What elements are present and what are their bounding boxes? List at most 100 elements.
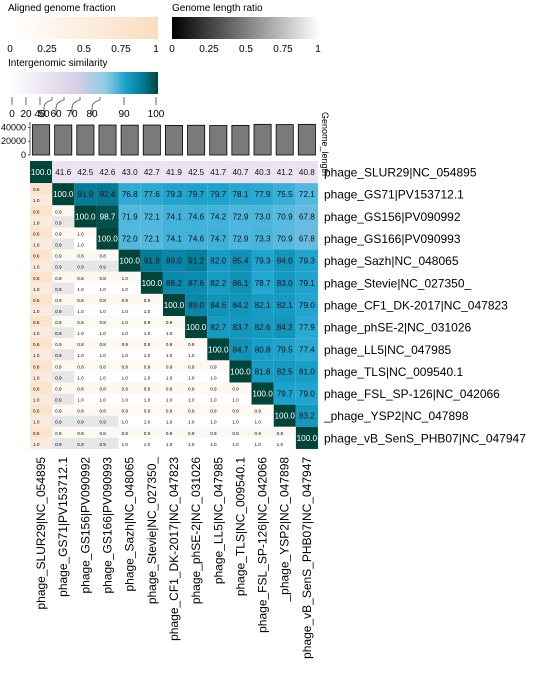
similarity-value: 98.7 — [100, 212, 116, 221]
aligned-fraction-value: 0.9 — [210, 409, 217, 414]
aligned-fraction-value: 0.9 — [122, 364, 129, 369]
similarity-value: 72.9 — [232, 235, 248, 244]
aligned-fraction-value: 0.6 — [33, 364, 40, 369]
similarity-value: 91.8 — [144, 257, 160, 266]
row-label: phage_phSE-2|NC_031026 — [324, 321, 472, 335]
column-label: phage_GS156|PV090992 — [78, 457, 92, 594]
similarity-cell — [162, 227, 186, 250]
aligned-fraction-value: 0.6 — [33, 431, 40, 436]
similarity-cell — [251, 293, 274, 317]
similarity-value: 73.0 — [255, 212, 271, 221]
length-ratio-value: 1.0 — [232, 398, 239, 403]
aligned-fraction-cell — [74, 293, 97, 305]
similarity-value: 67.8 — [299, 235, 315, 244]
similarity-tick-5: 70 — [66, 109, 78, 120]
similarity-cell — [207, 183, 230, 206]
similarity-value: 79.7 — [277, 390, 293, 399]
aligned-fraction-value: 0.6 — [33, 298, 40, 303]
similarity-value: 41.9 — [166, 168, 182, 177]
length-ratio-value: 1.0 — [188, 420, 195, 425]
aligned-fraction-value: 0.9 — [144, 320, 151, 325]
length-ratio-cell — [52, 238, 75, 250]
aligned-fraction-value: 0.6 — [33, 342, 40, 347]
similarity-cell — [118, 249, 141, 272]
aligned-fraction-value: 0.8 — [77, 276, 84, 281]
aligned-fraction-value: 0.9 — [188, 342, 195, 347]
aligned-fraction-cell — [229, 382, 252, 394]
length-ratio-value: 1.0 — [144, 420, 151, 425]
aligned-fraction-value: 0.9 — [122, 342, 129, 347]
aligned-fraction-value: 0.9 — [144, 431, 151, 436]
length-ratio-cell — [162, 393, 186, 405]
length-tick-0: 0 — [169, 44, 175, 55]
length-ratio-value: 1.0 — [166, 398, 173, 403]
similarity-value: 82.1 — [277, 301, 293, 310]
aligned-fraction-value: 0.8 — [99, 254, 106, 259]
length-ratio-cell — [229, 415, 252, 427]
length-ratio-value: 0.9 — [55, 331, 62, 336]
aligned-fraction-value: 0.9 — [55, 431, 62, 436]
aligned-fraction-value: 0.8 — [77, 409, 84, 414]
length-ratio-cell — [74, 282, 97, 294]
length-ratio-value: 1.0 — [144, 309, 151, 314]
column-label: phage_SLUR29|NC_054895 — [34, 457, 48, 610]
length-ratio-value: 1.0 — [99, 375, 106, 380]
similarity-value: 77.9 — [299, 323, 315, 332]
similarity-cell — [229, 205, 252, 228]
aligned-fraction-value: 0.9 — [55, 387, 62, 392]
similarity-cell — [207, 161, 230, 184]
similarity-value: 74.1 — [166, 212, 182, 221]
aligned-fraction-cell — [96, 316, 119, 328]
row-label: phage_Sazh|NC_048065 — [324, 254, 459, 268]
similarity-cell — [162, 249, 186, 272]
length-ratio-value: 1.0 — [77, 309, 84, 314]
similarity-value: 100.0 — [119, 257, 140, 266]
aligned-fraction-value: 0.6 — [33, 254, 40, 259]
aligned-fraction-value: 0.8 — [99, 364, 106, 369]
genome-length-axis-label: Genome_length — [320, 112, 330, 176]
aligned-fraction-value: 0.8 — [99, 409, 106, 414]
aligned-fraction-value: 0.9 — [166, 431, 173, 436]
aligned-fraction-value: 0.9 — [122, 409, 129, 414]
length-ratio-value: 1.0 — [33, 375, 40, 380]
similarity-cell — [74, 161, 97, 184]
similarity-cell — [185, 249, 208, 272]
similarity-cell — [162, 271, 186, 294]
similarity-value: 100.0 — [208, 345, 229, 354]
aligned-fraction-value: 0.9 — [55, 276, 62, 281]
aligned-fraction-value: 0.6 — [33, 187, 40, 192]
length-ratio-value: 1.0 — [166, 353, 173, 358]
length-ratio-value: 0.9 — [55, 398, 62, 403]
column-label: phage_phSE-2|NC_031026 — [189, 457, 203, 605]
aligned-fraction-cell — [207, 360, 230, 372]
similarity-tick-0: 0 — [9, 109, 15, 120]
length-ratio-cell — [30, 194, 53, 206]
similarity-cell — [295, 338, 318, 361]
genome-length-bar — [142, 124, 161, 156]
similarity-cell — [207, 316, 230, 339]
length-ratio-value: 0.9 — [77, 265, 84, 270]
aligned-fraction-value: 0.9 — [144, 409, 151, 414]
aligned-fraction-cell — [30, 338, 53, 350]
similarity-value: 74.1 — [166, 235, 182, 244]
aligned-fraction-value: 0.9 — [144, 298, 151, 303]
aligned-fraction-value: 0.9 — [166, 364, 173, 369]
similarity-value: 100.0 — [230, 367, 251, 376]
similarity-tick-mark-3 — [43, 97, 53, 115]
similarity-value: 75.5 — [277, 190, 293, 199]
length-ratio-value: 1.0 — [33, 442, 40, 447]
similarity-tick-2: 40 — [34, 109, 46, 120]
length-tick-2: 0.5 — [239, 44, 253, 55]
length-ratio-cell — [140, 371, 163, 383]
similarity-value: 100.0 — [97, 235, 118, 244]
length-ratio-cell — [229, 393, 252, 405]
aligned-fraction-value: 0.9 — [55, 320, 62, 325]
aligned-fraction-cell — [30, 293, 53, 305]
bar-axis-tick-label-1: 20000 — [1, 136, 26, 146]
length-ratio-value: 1.0 — [77, 375, 84, 380]
aligned-fraction-value: 0.9 — [255, 409, 262, 414]
length-ratio-cell — [96, 415, 119, 427]
aligned-fraction-cell — [74, 316, 97, 328]
aligned-fraction-cell — [52, 382, 75, 394]
aligned-fraction-cell — [30, 183, 53, 195]
